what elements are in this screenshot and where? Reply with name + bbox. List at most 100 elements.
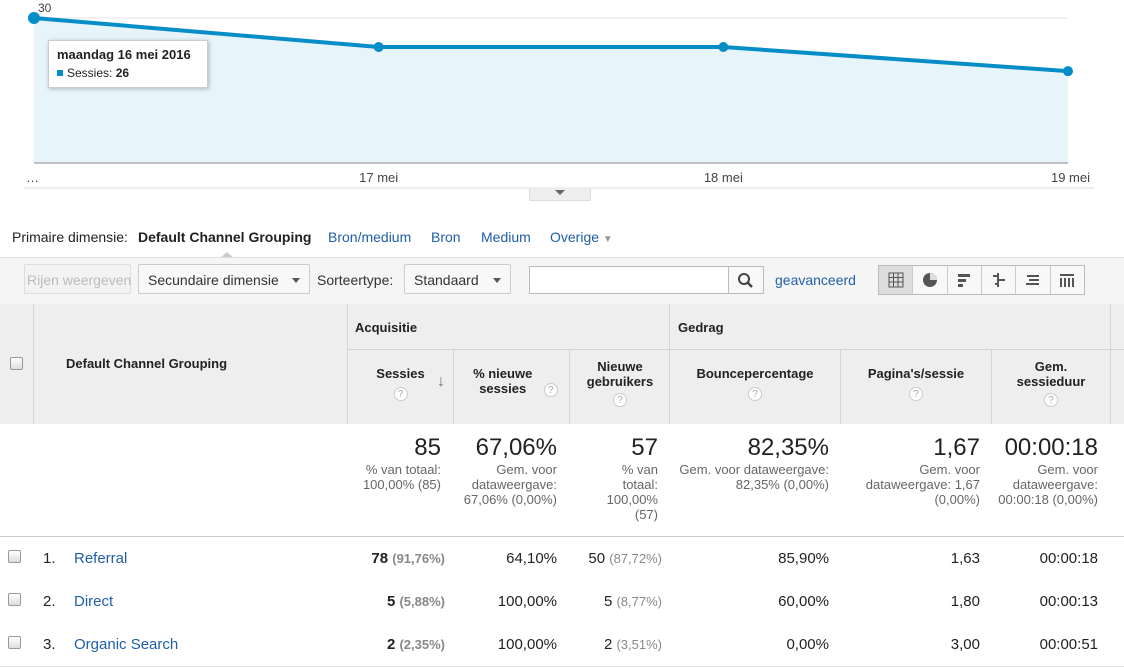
term-cloud-view-button[interactable] bbox=[1016, 266, 1051, 294]
total-new-sessions-sub: Gem. voor dataweergave: 67,06% (0,00%) bbox=[463, 462, 557, 507]
help-icon[interactable]: ? bbox=[909, 387, 923, 401]
col-avg-duration-label: Gem. sessieduur bbox=[1016, 359, 1086, 389]
data-point[interactable] bbox=[373, 42, 384, 52]
col-new-sessions-header[interactable]: % nieuwe sessies ? bbox=[454, 366, 569, 397]
row-channel-link[interactable]: Referral bbox=[74, 550, 128, 567]
row-new-users-pct: (8,77%) bbox=[616, 594, 662, 609]
row-sessions-pct: (5,88%) bbox=[399, 594, 445, 609]
comparison-view-icon bbox=[992, 273, 1005, 287]
help-icon[interactable]: ? bbox=[613, 393, 627, 407]
sort-type-dropdown[interactable]: Standaard bbox=[404, 264, 511, 294]
secondary-dimension-dropdown[interactable]: Secundaire dimensie bbox=[138, 264, 310, 294]
total-sessions: 85% van totaal: 100,00% (85) bbox=[348, 434, 453, 492]
sort-type-value: Standaard bbox=[414, 272, 479, 288]
row-channel-link[interactable]: Direct bbox=[74, 593, 114, 610]
total-new-users-sub: % van totaal: 100,00% (57) bbox=[606, 462, 658, 522]
help-icon[interactable]: ? bbox=[1044, 393, 1058, 407]
row-checkbox[interactable] bbox=[8, 550, 21, 563]
collapse-chart-button[interactable] bbox=[529, 188, 591, 201]
pivot-view-button[interactable] bbox=[1051, 266, 1084, 294]
search-icon bbox=[738, 273, 753, 288]
total-avg-duration-sub: Gem. voor dataweergave: 00:00:18 (0,00%) bbox=[998, 462, 1098, 507]
sort-descending-icon: ↓ bbox=[437, 373, 445, 390]
row-new-users-pct: (87,72%) bbox=[609, 551, 662, 566]
total-pages-session-value: 1,67 bbox=[933, 434, 980, 461]
view-type-switcher bbox=[878, 265, 1085, 295]
table-search-input[interactable] bbox=[529, 266, 729, 294]
total-new-users-value: 57 bbox=[631, 434, 658, 461]
total-pages-session: 1,67 Gem. voor dataweergave: 1,67 (0,00%) bbox=[841, 434, 992, 507]
show-rows-button[interactable]: Rijen weergeven bbox=[24, 264, 131, 294]
row-avg-duration: 00:00:18 bbox=[1039, 550, 1098, 567]
total-bounce-rate-value: 82,35% bbox=[747, 434, 829, 461]
dimension-column-header[interactable]: Default Channel Grouping bbox=[66, 356, 228, 371]
row-new-sessions: 100,00% bbox=[497, 593, 557, 610]
row-sessions-pct: (91,76%) bbox=[392, 551, 445, 566]
row-channel-link[interactable]: Organic Search bbox=[74, 636, 179, 653]
total-avg-duration: 00:00:18 Gem. voor dataweergave: 00:00:18… bbox=[992, 434, 1110, 507]
row-sessions: 78 (91,76%) bbox=[348, 550, 453, 567]
data-point[interactable] bbox=[718, 42, 729, 52]
row-pages-session: 1,80 bbox=[950, 593, 980, 610]
row-checkbox[interactable] bbox=[8, 593, 21, 606]
x-tick-label: 17 mei bbox=[359, 170, 398, 185]
col-avg-duration-header[interactable]: Gem. sessieduur? bbox=[992, 359, 1110, 407]
total-sessions-value: 85 bbox=[414, 434, 441, 461]
dimension-medium[interactable]: Medium bbox=[481, 229, 531, 245]
col-sessions-header[interactable]: Sessies? ↓ bbox=[348, 366, 453, 401]
pie-view-button[interactable] bbox=[913, 266, 948, 294]
data-point[interactable] bbox=[28, 12, 40, 24]
row-new-users-value: 2 bbox=[603, 636, 613, 653]
col-new-users-label: Nieuwe gebruikers bbox=[586, 359, 654, 389]
performance-view-button[interactable] bbox=[948, 266, 982, 294]
sessions-line bbox=[33, 16, 1069, 74]
dimension-default-channel-grouping[interactable]: Default Channel Grouping bbox=[138, 229, 312, 245]
total-new-users: 57% van totaal: 100,00% (57) bbox=[570, 434, 670, 522]
row-checkbox[interactable] bbox=[8, 636, 21, 649]
help-icon[interactable]: ? bbox=[748, 387, 762, 401]
comparison-view-button[interactable] bbox=[982, 266, 1017, 294]
tooltip-metric-value: 26 bbox=[115, 66, 130, 80]
col-new-users-header[interactable]: Nieuwe gebruikers? bbox=[570, 359, 670, 407]
col-bounce-rate-label: Bouncepercentage bbox=[696, 366, 814, 381]
row-sessions: 2 (2,35%) bbox=[348, 636, 453, 653]
data-point[interactable] bbox=[1063, 66, 1073, 77]
advanced-filter-link[interactable]: geavanceerd bbox=[775, 272, 856, 288]
chevron-down-icon bbox=[493, 278, 501, 283]
search-button[interactable] bbox=[729, 266, 764, 294]
total-pages-session-sub: Gem. voor dataweergave: 1,67 (0,00%) bbox=[865, 462, 980, 507]
row-new-users: 50 (87,72%) bbox=[570, 550, 670, 567]
help-icon[interactable]: ? bbox=[543, 383, 558, 397]
secondary-dimension-label: Secundaire dimensie bbox=[148, 272, 279, 288]
row-sessions-value: 5 bbox=[386, 593, 396, 610]
row-sessions-value: 2 bbox=[386, 636, 396, 653]
active-dimension-pointer bbox=[220, 252, 234, 258]
total-avg-duration-value: 00:00:18 bbox=[1004, 434, 1098, 461]
row-pages-session: 1,63 bbox=[950, 550, 980, 567]
table-row: 3. Organic Search 2 (2,35%) 100,00% 2 (3… bbox=[0, 623, 1124, 667]
totals-row: 85% van totaal: 100,00% (85) 67,06% Gem. … bbox=[0, 424, 1124, 537]
chevron-down-icon bbox=[555, 190, 565, 195]
select-all-checkbox[interactable] bbox=[10, 357, 23, 370]
series-swatch bbox=[57, 70, 63, 76]
total-sessions-sub: % van totaal: 100,00% (85) bbox=[362, 462, 441, 492]
col-new-sessions-label: % nieuwe sessies bbox=[473, 366, 533, 396]
dimension-source[interactable]: Bron bbox=[431, 229, 461, 245]
grid-view-button[interactable] bbox=[879, 266, 914, 294]
row-sessions-value: 78 bbox=[371, 550, 389, 567]
dimension-other-dropdown[interactable]: Overige ▼ bbox=[550, 229, 613, 248]
acquisition-group-header: Acquisitie bbox=[355, 320, 418, 335]
chart-tooltip: maandag 16 mei 2016 Sessies: 26 bbox=[48, 40, 208, 88]
chevron-down-icon bbox=[292, 278, 300, 283]
help-icon[interactable]: ? bbox=[393, 387, 408, 401]
dimension-source-medium[interactable]: Bron/medium bbox=[328, 229, 412, 245]
col-pages-session-header[interactable]: Pagina's/sessie? bbox=[841, 366, 991, 401]
row-pages-session: 3,00 bbox=[950, 636, 980, 653]
row-new-users-pct: (3,51%) bbox=[616, 637, 662, 652]
col-bounce-rate-header[interactable]: Bouncepercentage? bbox=[670, 366, 840, 401]
row-new-users-value: 50 bbox=[588, 550, 606, 567]
total-bounce-rate: 82,35% Gem. voor dataweergave: 82,35% (0,… bbox=[670, 434, 841, 492]
row-number: 1. bbox=[43, 550, 56, 567]
row-new-sessions: 100,00% bbox=[497, 636, 557, 653]
